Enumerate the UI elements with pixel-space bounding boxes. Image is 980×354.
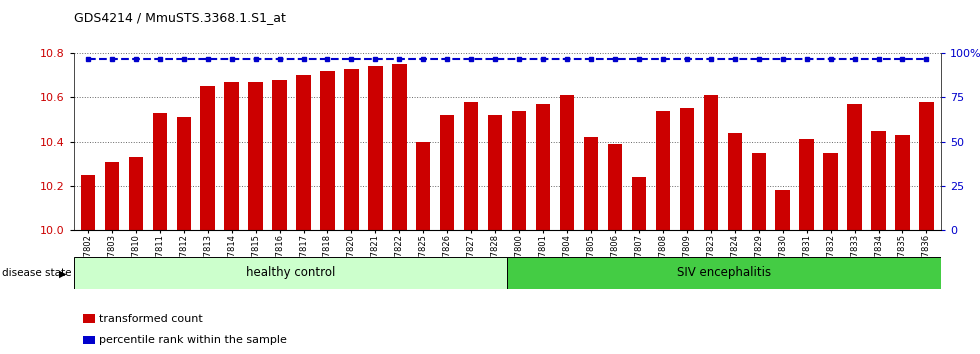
- Text: GDS4214 / MmuSTS.3368.1.S1_at: GDS4214 / MmuSTS.3368.1.S1_at: [74, 11, 285, 24]
- Bar: [896, 135, 909, 230]
- Bar: [488, 115, 503, 230]
- Bar: [224, 82, 239, 230]
- Bar: [464, 102, 478, 230]
- Text: SIV encephalitis: SIV encephalitis: [677, 266, 771, 279]
- Bar: [584, 137, 598, 230]
- Bar: [392, 64, 407, 230]
- Bar: [80, 175, 95, 230]
- Bar: [727, 133, 742, 230]
- Bar: [560, 95, 574, 230]
- Bar: [272, 80, 287, 230]
- Text: transformed count: transformed count: [99, 314, 203, 324]
- Bar: [201, 86, 215, 230]
- Bar: [775, 190, 790, 230]
- Bar: [344, 69, 359, 230]
- Bar: [74, 257, 508, 289]
- Bar: [536, 104, 551, 230]
- Bar: [512, 111, 526, 230]
- Bar: [656, 111, 670, 230]
- Bar: [368, 67, 382, 230]
- Bar: [919, 102, 934, 230]
- Bar: [680, 108, 694, 230]
- Bar: [320, 71, 334, 230]
- Bar: [248, 82, 263, 230]
- Bar: [296, 75, 311, 230]
- Text: percentile rank within the sample: percentile rank within the sample: [99, 335, 287, 345]
- Bar: [823, 153, 838, 230]
- Bar: [508, 257, 941, 289]
- Text: disease state: disease state: [2, 268, 72, 278]
- Bar: [416, 142, 430, 230]
- Bar: [176, 117, 191, 230]
- Text: healthy control: healthy control: [246, 266, 335, 279]
- Bar: [632, 177, 646, 230]
- Bar: [440, 115, 455, 230]
- Bar: [128, 157, 143, 230]
- Bar: [871, 131, 886, 230]
- Bar: [153, 113, 167, 230]
- Bar: [848, 104, 861, 230]
- Bar: [608, 144, 622, 230]
- Bar: [105, 161, 119, 230]
- Bar: [752, 153, 766, 230]
- Text: ▶: ▶: [59, 268, 67, 278]
- Bar: [704, 95, 718, 230]
- Bar: [800, 139, 813, 230]
